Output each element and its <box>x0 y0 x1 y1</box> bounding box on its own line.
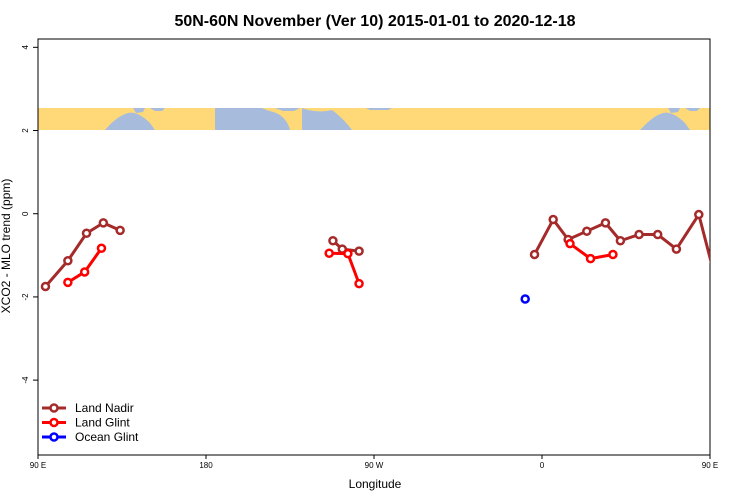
map-strip-ocean <box>105 108 700 130</box>
data-point <box>600 218 611 228</box>
legend-item: Land Nadir <box>42 401 134 415</box>
data-point <box>115 225 125 236</box>
legend-item: Ocean Glint <box>42 430 139 444</box>
data-point <box>671 244 682 254</box>
data-point <box>63 255 73 266</box>
data-point <box>733 279 740 286</box>
legend-marker <box>49 432 59 442</box>
series-land-glint <box>63 238 750 289</box>
data-point <box>565 238 575 249</box>
series-ocean-glint <box>520 294 530 304</box>
data-point <box>81 228 92 239</box>
y-tick-label: -2 <box>21 293 30 301</box>
data-point <box>354 246 364 256</box>
data-point <box>328 236 338 246</box>
data-point <box>615 236 626 246</box>
data-point <box>40 281 51 292</box>
data-point <box>585 253 596 264</box>
y-tick-label: 4 <box>21 45 30 50</box>
data-point <box>548 214 558 225</box>
series-line <box>329 251 361 285</box>
data-point <box>96 243 107 253</box>
series-land-nadir <box>40 209 740 292</box>
data-point <box>98 218 109 228</box>
y-axis-label: XCO2 - MLO trend (ppm) <box>0 179 13 314</box>
x-tick-label: 180 <box>199 461 213 470</box>
x-axis: 90 E 180 90 W 0 90 E <box>30 455 718 470</box>
series-layer <box>40 209 750 304</box>
data-point <box>694 209 704 220</box>
plot-frame <box>37 38 711 456</box>
data-point <box>79 267 90 277</box>
map-strip-background <box>38 108 710 130</box>
x-tick-label: 90 E <box>30 461 46 470</box>
data-point <box>343 248 353 259</box>
legend-marker <box>49 417 59 428</box>
x-tick-label: 90 W <box>365 461 384 470</box>
data-point <box>714 283 721 290</box>
legend-item: Land Glint <box>42 416 130 430</box>
data-point <box>354 278 364 289</box>
legend-marker <box>49 403 59 413</box>
data-point <box>608 249 618 260</box>
x-axis-label: Longitude <box>349 477 402 491</box>
legend-label: Land Nadir <box>75 401 134 415</box>
x-tick-label: 90 E <box>702 461 718 470</box>
legend-label: Ocean Glint <box>75 430 139 444</box>
y-tick-label: -4 <box>21 376 30 384</box>
legend-label: Land Glint <box>75 416 130 430</box>
data-point <box>529 249 540 260</box>
series-line <box>533 213 710 264</box>
map-strip <box>38 108 710 130</box>
data-point <box>582 226 592 236</box>
data-point <box>634 229 644 240</box>
data-point <box>652 229 663 240</box>
y-tick-label: 0 <box>21 211 30 216</box>
y-axis: -4 -2 0 2 4 <box>21 45 38 384</box>
data-point <box>733 257 740 264</box>
data-point <box>324 248 334 258</box>
data-point <box>520 294 530 304</box>
x-tick-label: 0 <box>540 461 545 470</box>
data-point <box>63 277 73 288</box>
y-tick-label: 2 <box>21 128 30 133</box>
series-line <box>736 248 750 282</box>
chart-title: 50N-60N November (Ver 10) 2015-01-01 to … <box>174 13 575 30</box>
